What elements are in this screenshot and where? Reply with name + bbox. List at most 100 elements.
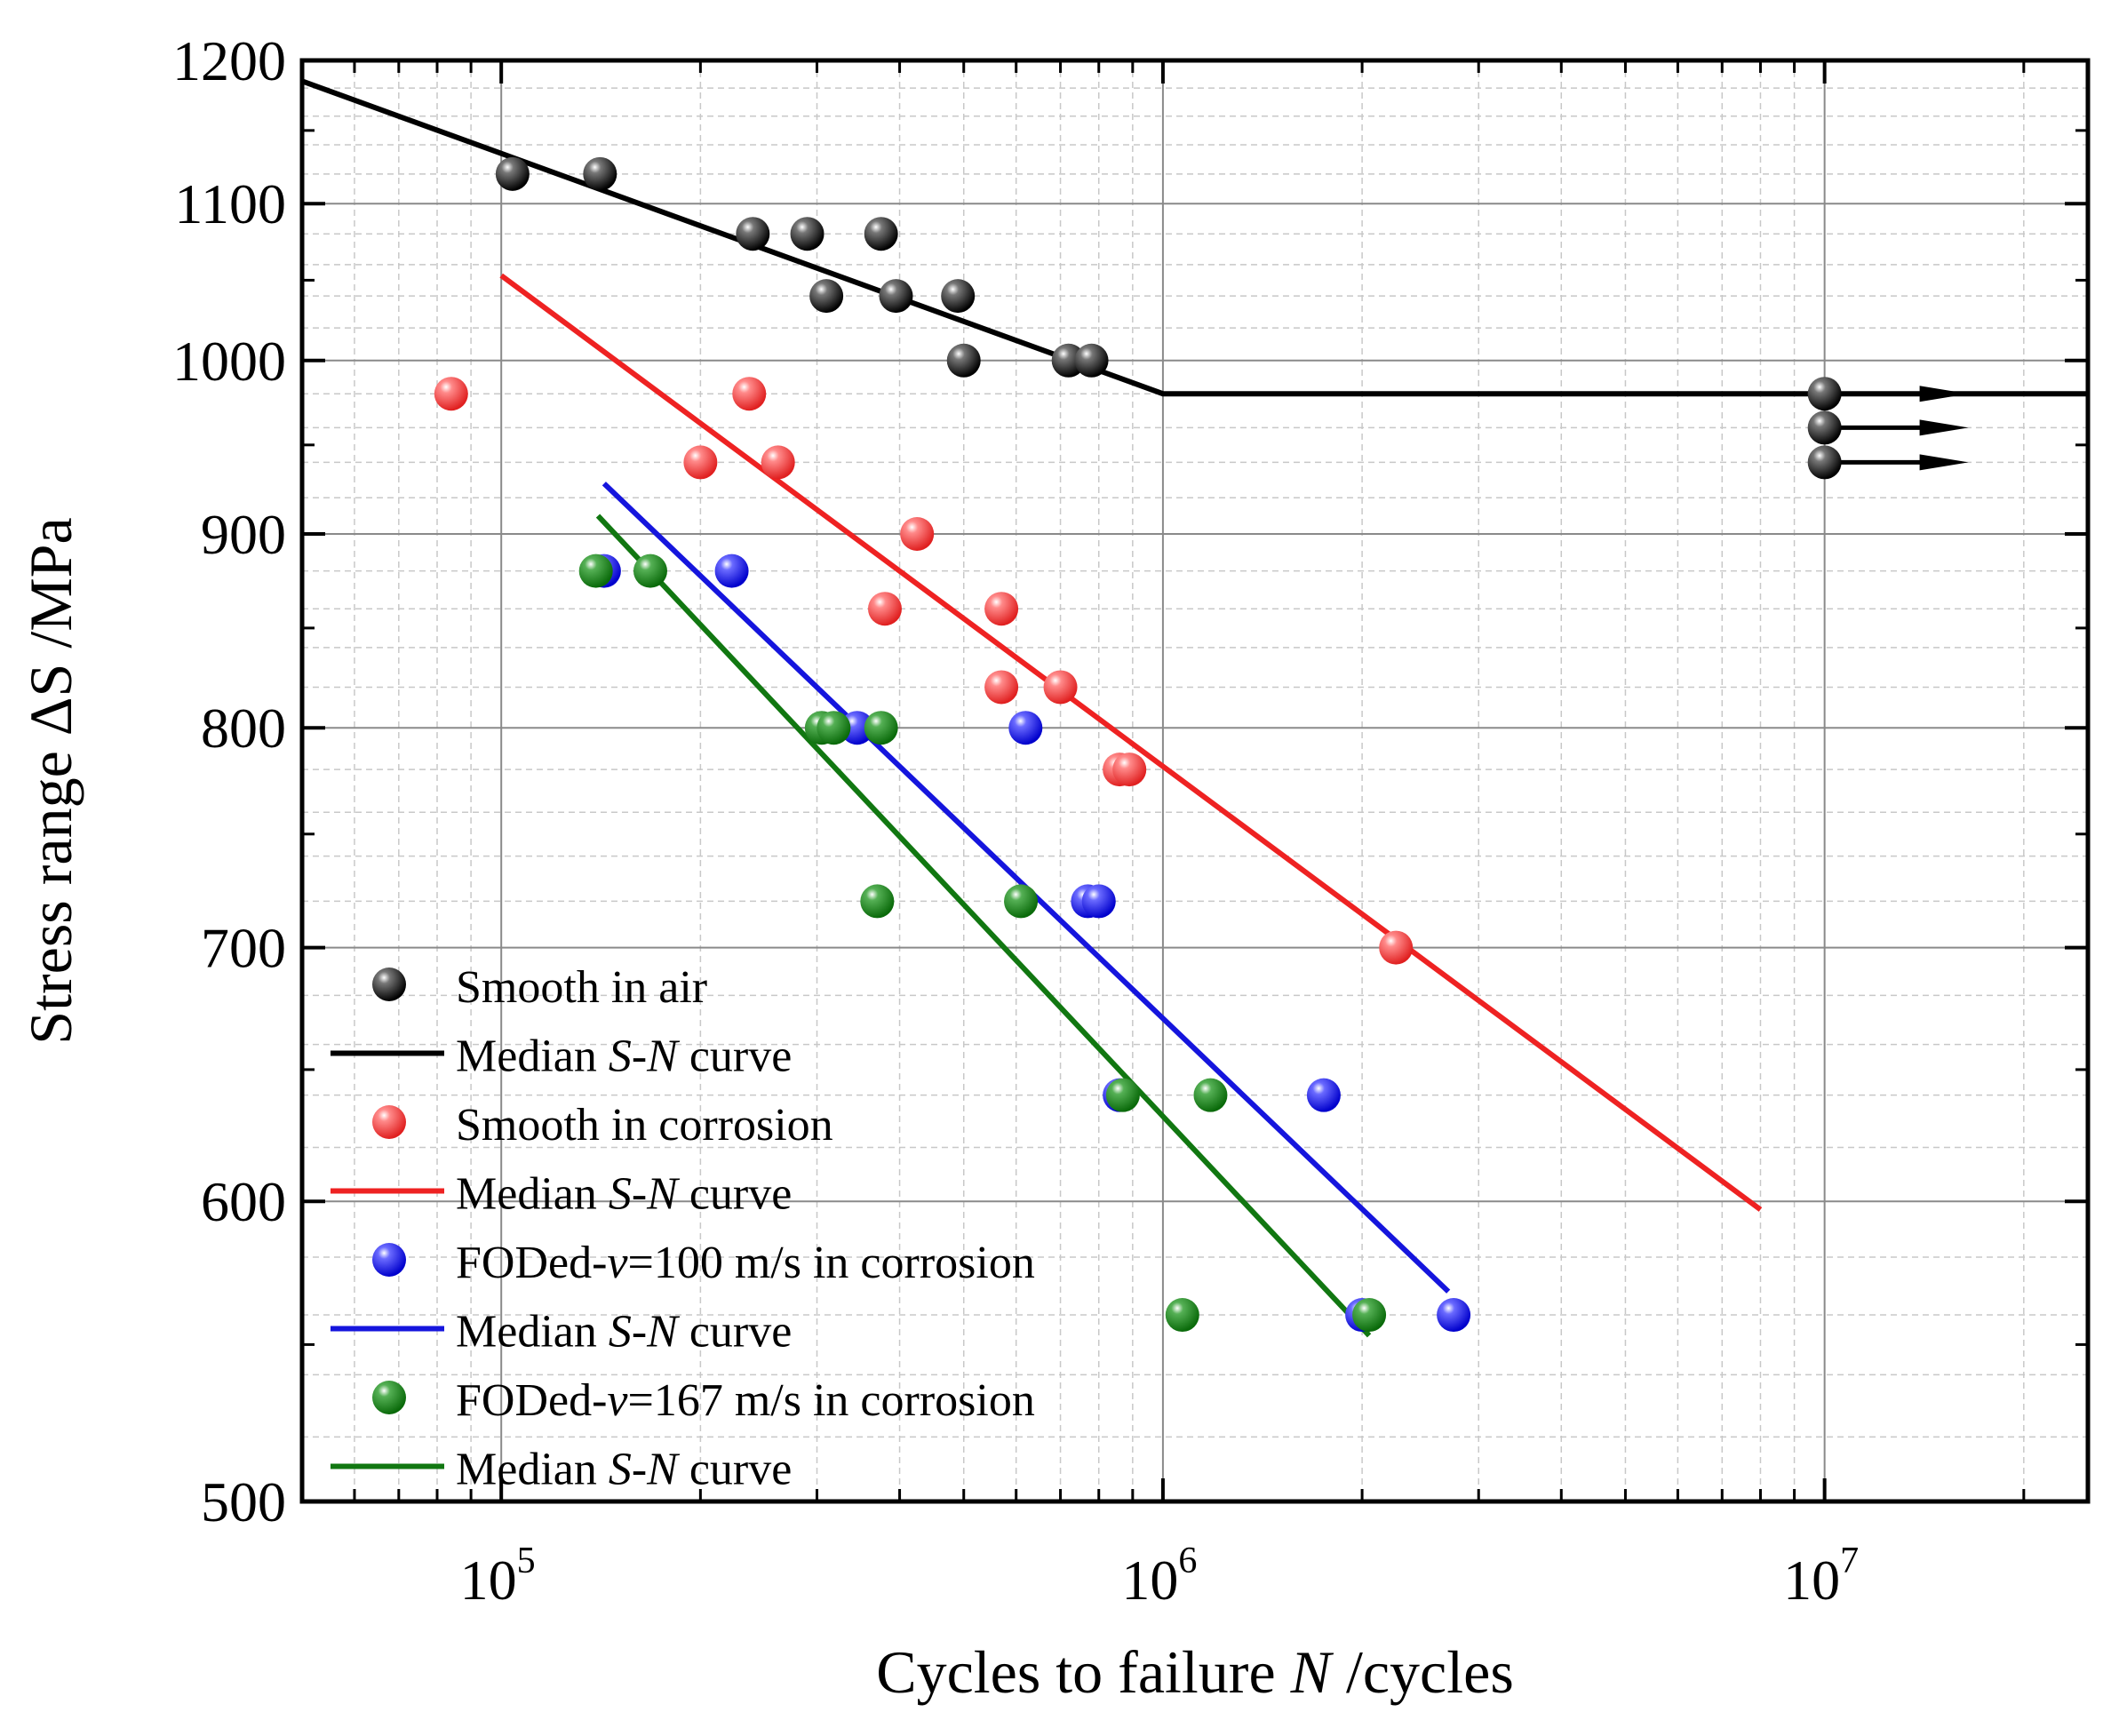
data-point [879,279,913,314]
legend: Smooth in air Median S-N curve Smooth in … [331,962,1035,1495]
x-tick-exponent: 7 [1840,1541,1859,1581]
y-tick-label: 1100 [174,172,286,235]
legend-label-text: FODed- [456,1238,607,1288]
x-tick-base: 10 [1783,1549,1840,1612]
data-point [1807,445,1842,480]
data-point [864,217,898,251]
legend-label-suffix: =100 m/s in corrosion [628,1238,1035,1288]
data-point [1437,1298,1471,1333]
data-point [1807,377,1842,411]
data-point [864,711,898,745]
data-point [941,279,976,314]
legend-label-text: Smooth in corrosion [456,1100,833,1151]
legend-label-suffix: curve [678,1169,792,1220]
x-axis-title-unit: /cycles [1331,1638,1514,1706]
x-tick-label: 107 [1783,1541,1859,1612]
median-sn-curve [300,78,2088,397]
legend-label-var: S-N [609,1031,681,1082]
runout-arrows [1824,386,1969,471]
data-point [1074,343,1109,378]
legend-label-var: S-N [609,1445,681,1495]
data-point [840,711,874,745]
legend-label-suffix: curve [678,1445,792,1495]
data-point [434,377,468,411]
tick-labels: 105 106 107500600700800900100011001200Cycl… [17,29,1859,1706]
data-point [1105,1078,1140,1112]
y-tick-label: 700 [201,917,286,980]
x-axis-title-var: N [1290,1638,1334,1706]
median-sn-curve [595,514,1372,1338]
y-tick-label: 1200 [172,29,286,92]
data-point [1193,1078,1228,1112]
data-points [434,156,1842,1333]
runout-arrow-head [1919,419,1969,436]
legend-label-suffix: =167 m/s in corrosion [628,1375,1035,1426]
data-point [1807,410,1842,445]
data-point [1112,753,1147,787]
data-point [946,343,981,378]
legend-marker [372,1243,406,1277]
data-point [900,516,935,551]
x-axis-title: Cycles to failure N /cycles [876,1638,1514,1706]
data-point [714,553,749,588]
x-tick-base: 10 [1121,1549,1178,1612]
legend-label: Median S-N curve [456,1169,792,1220]
major-gridlines [302,60,2088,1501]
y-tick-label: 600 [201,1170,286,1233]
data-point [790,217,824,251]
data-point [578,553,613,588]
data-point [1306,1078,1341,1112]
x-axis-title-text: Cycles to failure [876,1638,1290,1706]
legend-label-text: Median [456,1169,609,1220]
legend-label-text: Median [456,1307,609,1358]
legend-label-var: v [607,1375,628,1426]
plot-frame [299,58,2091,1504]
legend-label: FODed-v=167 m/s in corrosion [456,1375,1035,1426]
legend-label: Median S-N curve [456,1445,792,1495]
data-point [1008,711,1043,745]
x-tick-exponent: 6 [1178,1541,1197,1581]
data-point [1379,930,1414,965]
data-point [583,156,617,191]
legend-label: Smooth in corrosion [456,1100,833,1151]
median-sn-curve [499,273,1763,1212]
legend-label-suffix: curve [678,1031,792,1082]
data-point [1081,884,1116,919]
data-point [860,884,895,919]
legend-label-text: Median [456,1445,609,1495]
y-tick-label: 900 [201,503,286,566]
data-point [984,592,1019,626]
data-point [817,711,851,745]
legend-label: FODed-v=100 m/s in corrosion [456,1238,1035,1288]
legend-label-text: Median [456,1031,609,1082]
minor-gridlines [302,60,2088,1501]
data-point [1004,884,1039,919]
data-point [809,279,844,314]
legend-marker [372,968,406,1001]
data-point [495,156,530,191]
runout-arrow-head [1919,454,1969,471]
data-point [633,553,667,588]
x-tick-label: 105 [460,1541,536,1612]
x-tick-label: 106 [1121,1541,1197,1612]
legend-label-var: S-N [609,1307,681,1358]
legend-marker [372,1381,406,1414]
legend-label: Median S-N curve [456,1031,792,1082]
data-point [736,217,770,251]
legend-label: Median S-N curve [456,1307,792,1358]
data-point [1043,670,1078,705]
y-tick-label: 1000 [172,330,286,393]
data-point [1165,1298,1199,1333]
axes [299,58,2091,1504]
data-point [984,670,1019,705]
data-point [867,592,902,626]
data-point [732,377,767,411]
legend-label-var: S-N [609,1169,681,1220]
y-axis-title: Stress range ΔS /MPa [17,517,84,1044]
legend-label: Smooth in air [456,962,707,1013]
runout-arrow-head [1919,386,1969,402]
legend-label-suffix: curve [678,1307,792,1358]
legend-label-text: FODed- [456,1375,607,1426]
legend-label-text: Smooth in air [456,962,707,1013]
